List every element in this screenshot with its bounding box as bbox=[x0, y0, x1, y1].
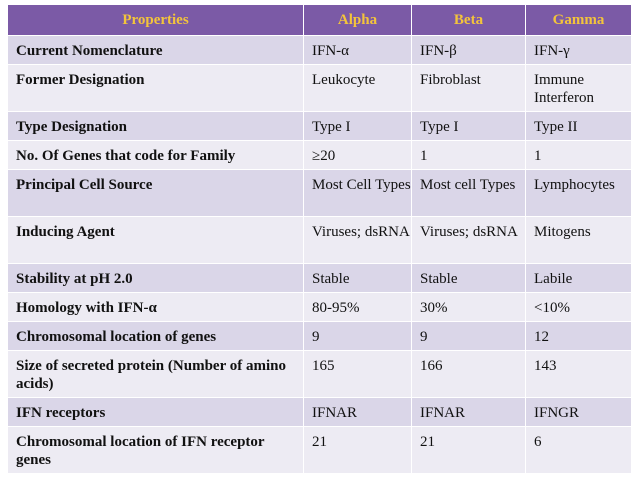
alpha-cell: 21 bbox=[303, 426, 412, 474]
gamma-cell: 12 bbox=[525, 321, 632, 351]
beta-cell: 9 bbox=[411, 321, 526, 351]
table-row: Former Designation Leukocyte Fibroblast … bbox=[7, 64, 632, 112]
header-alpha: Alpha bbox=[303, 4, 412, 36]
gamma-cell: Mitogens bbox=[525, 216, 632, 264]
alpha-cell: Viruses; dsRNA bbox=[303, 216, 412, 264]
table-row: Chromosomal location of genes 9 9 12 bbox=[7, 321, 632, 351]
property-cell: Inducing Agent bbox=[7, 216, 304, 264]
gamma-cell: 143 bbox=[525, 350, 632, 398]
gamma-cell: 1 bbox=[525, 140, 632, 170]
property-cell: Chromosomal location of IFN receptor gen… bbox=[7, 426, 304, 474]
alpha-cell: Stable bbox=[303, 263, 412, 293]
beta-cell: Fibroblast bbox=[411, 64, 526, 112]
property-cell: Size of secreted protein (Number of amin… bbox=[7, 350, 304, 398]
alpha-cell: ≥20 bbox=[303, 140, 412, 170]
gamma-cell: 6 bbox=[525, 426, 632, 474]
interferon-properties-table: Properties Alpha Beta Gamma Current Nome… bbox=[7, 4, 632, 474]
property-cell: Homology with IFN-α bbox=[7, 292, 304, 322]
property-cell: Type Designation bbox=[7, 111, 304, 141]
table-row: Current Nomenclature IFN-α IFN-β IFN-γ bbox=[7, 35, 632, 65]
beta-cell: Stable bbox=[411, 263, 526, 293]
table-row: Chromosomal location of IFN receptor gen… bbox=[7, 426, 632, 474]
beta-cell: 1 bbox=[411, 140, 526, 170]
alpha-cell: 80-95% bbox=[303, 292, 412, 322]
table-row: IFN receptors IFNAR IFNAR IFNGR bbox=[7, 397, 632, 427]
table-row: Homology with IFN-α 80-95% 30% <10% bbox=[7, 292, 632, 322]
beta-cell: Type I bbox=[411, 111, 526, 141]
property-cell: IFN receptors bbox=[7, 397, 304, 427]
gamma-cell: <10% bbox=[525, 292, 632, 322]
property-cell: No. Of Genes that code for Family bbox=[7, 140, 304, 170]
table-row: Type Designation Type I Type I Type II bbox=[7, 111, 632, 141]
beta-cell: Viruses; dsRNA bbox=[411, 216, 526, 264]
beta-cell: IFN-β bbox=[411, 35, 526, 65]
beta-cell: 166 bbox=[411, 350, 526, 398]
table-row: Stability at pH 2.0 Stable Stable Labile bbox=[7, 263, 632, 293]
property-cell: Chromosomal location of genes bbox=[7, 321, 304, 351]
header-gamma: Gamma bbox=[525, 4, 632, 36]
alpha-cell: Most Cell Types bbox=[303, 169, 412, 217]
header-row: Properties Alpha Beta Gamma bbox=[7, 4, 632, 36]
property-cell: Principal Cell Source bbox=[7, 169, 304, 217]
gamma-cell: Type II bbox=[525, 111, 632, 141]
header-properties: Properties bbox=[7, 4, 304, 36]
table-row: Principal Cell Source Most Cell Types Mo… bbox=[7, 169, 632, 217]
property-cell: Stability at pH 2.0 bbox=[7, 263, 304, 293]
header-beta: Beta bbox=[411, 4, 526, 36]
table-row: Inducing Agent Viruses; dsRNA Viruses; d… bbox=[7, 216, 632, 264]
table-row: No. Of Genes that code for Family ≥20 1 … bbox=[7, 140, 632, 170]
table-container: Properties Alpha Beta Gamma Current Nome… bbox=[7, 4, 632, 474]
alpha-cell: Leukocyte bbox=[303, 64, 412, 112]
beta-cell: IFNAR bbox=[411, 397, 526, 427]
property-cell: Current Nomenclature bbox=[7, 35, 304, 65]
gamma-cell: IFN-γ bbox=[525, 35, 632, 65]
alpha-cell: IFNAR bbox=[303, 397, 412, 427]
beta-cell: 21 bbox=[411, 426, 526, 474]
alpha-cell: 9 bbox=[303, 321, 412, 351]
alpha-cell: IFN-α bbox=[303, 35, 412, 65]
alpha-cell: 165 bbox=[303, 350, 412, 398]
gamma-cell: Immune Interferon bbox=[525, 64, 632, 112]
gamma-cell: Lymphocytes bbox=[525, 169, 632, 217]
beta-cell: Most cell Types bbox=[411, 169, 526, 217]
gamma-cell: IFNGR bbox=[525, 397, 632, 427]
alpha-cell: Type I bbox=[303, 111, 412, 141]
table-row: Size of secreted protein (Number of amin… bbox=[7, 350, 632, 398]
gamma-cell: Labile bbox=[525, 263, 632, 293]
beta-cell: 30% bbox=[411, 292, 526, 322]
property-cell: Former Designation bbox=[7, 64, 304, 112]
